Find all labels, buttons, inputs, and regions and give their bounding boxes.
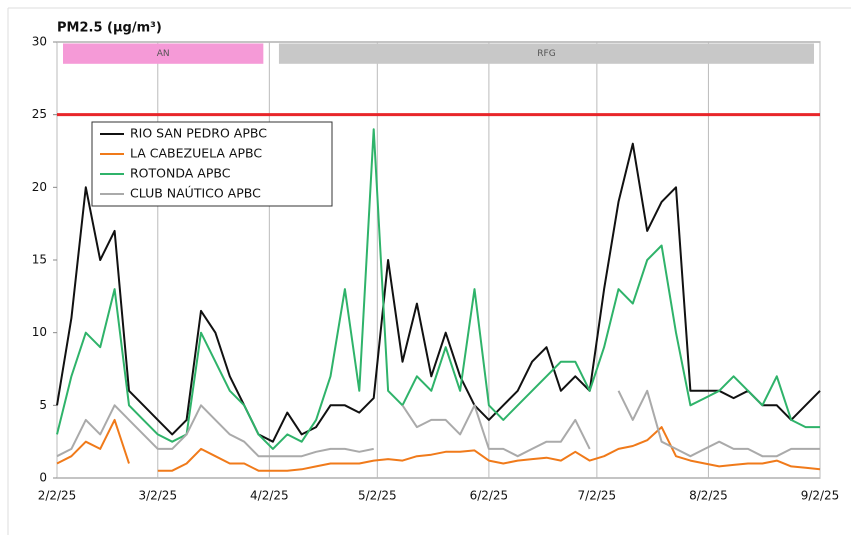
legend-label: CLUB NAÚTICO APBC	[130, 186, 261, 201]
series-line	[56, 142, 821, 443]
legend-label: ROTONDA APBC	[130, 166, 231, 181]
period-band	[278, 43, 815, 64]
y-tick-label: 20	[32, 180, 47, 194]
x-tick-label: 5/2/25	[358, 489, 397, 503]
x-tick-label: 4/2/25	[250, 489, 289, 503]
x-tick-label: 8/2/25	[689, 489, 728, 503]
y-tick-label: 30	[32, 35, 47, 49]
chart-title: PM2.5 (µg/m³)	[57, 21, 162, 36]
x-tick-label: 7/2/25	[578, 489, 617, 503]
x-tick-label: 6/2/25	[470, 489, 509, 503]
legend-label: RIO SAN PEDRO APBC	[130, 126, 267, 141]
y-tick-label: 10	[32, 325, 47, 339]
y-tick-label: 15	[32, 253, 47, 267]
legend-label: LA CABEZUELA APBC	[130, 146, 262, 161]
band-label: RFG	[537, 49, 555, 59]
y-tick-label: 5	[39, 398, 47, 412]
y-tick-label: 25	[32, 107, 47, 121]
x-tick-label: 2/2/25	[38, 489, 77, 503]
band-label: AN	[157, 49, 170, 59]
period-band	[63, 43, 264, 64]
x-tick-label: 3/2/25	[138, 489, 177, 503]
legend-box	[91, 121, 333, 207]
plot-area	[56, 41, 821, 479]
series-line	[56, 389, 820, 458]
x-tick-label: 9/2/25	[801, 489, 840, 503]
y-tick-label: 0	[39, 471, 47, 485]
series-line	[56, 418, 821, 472]
